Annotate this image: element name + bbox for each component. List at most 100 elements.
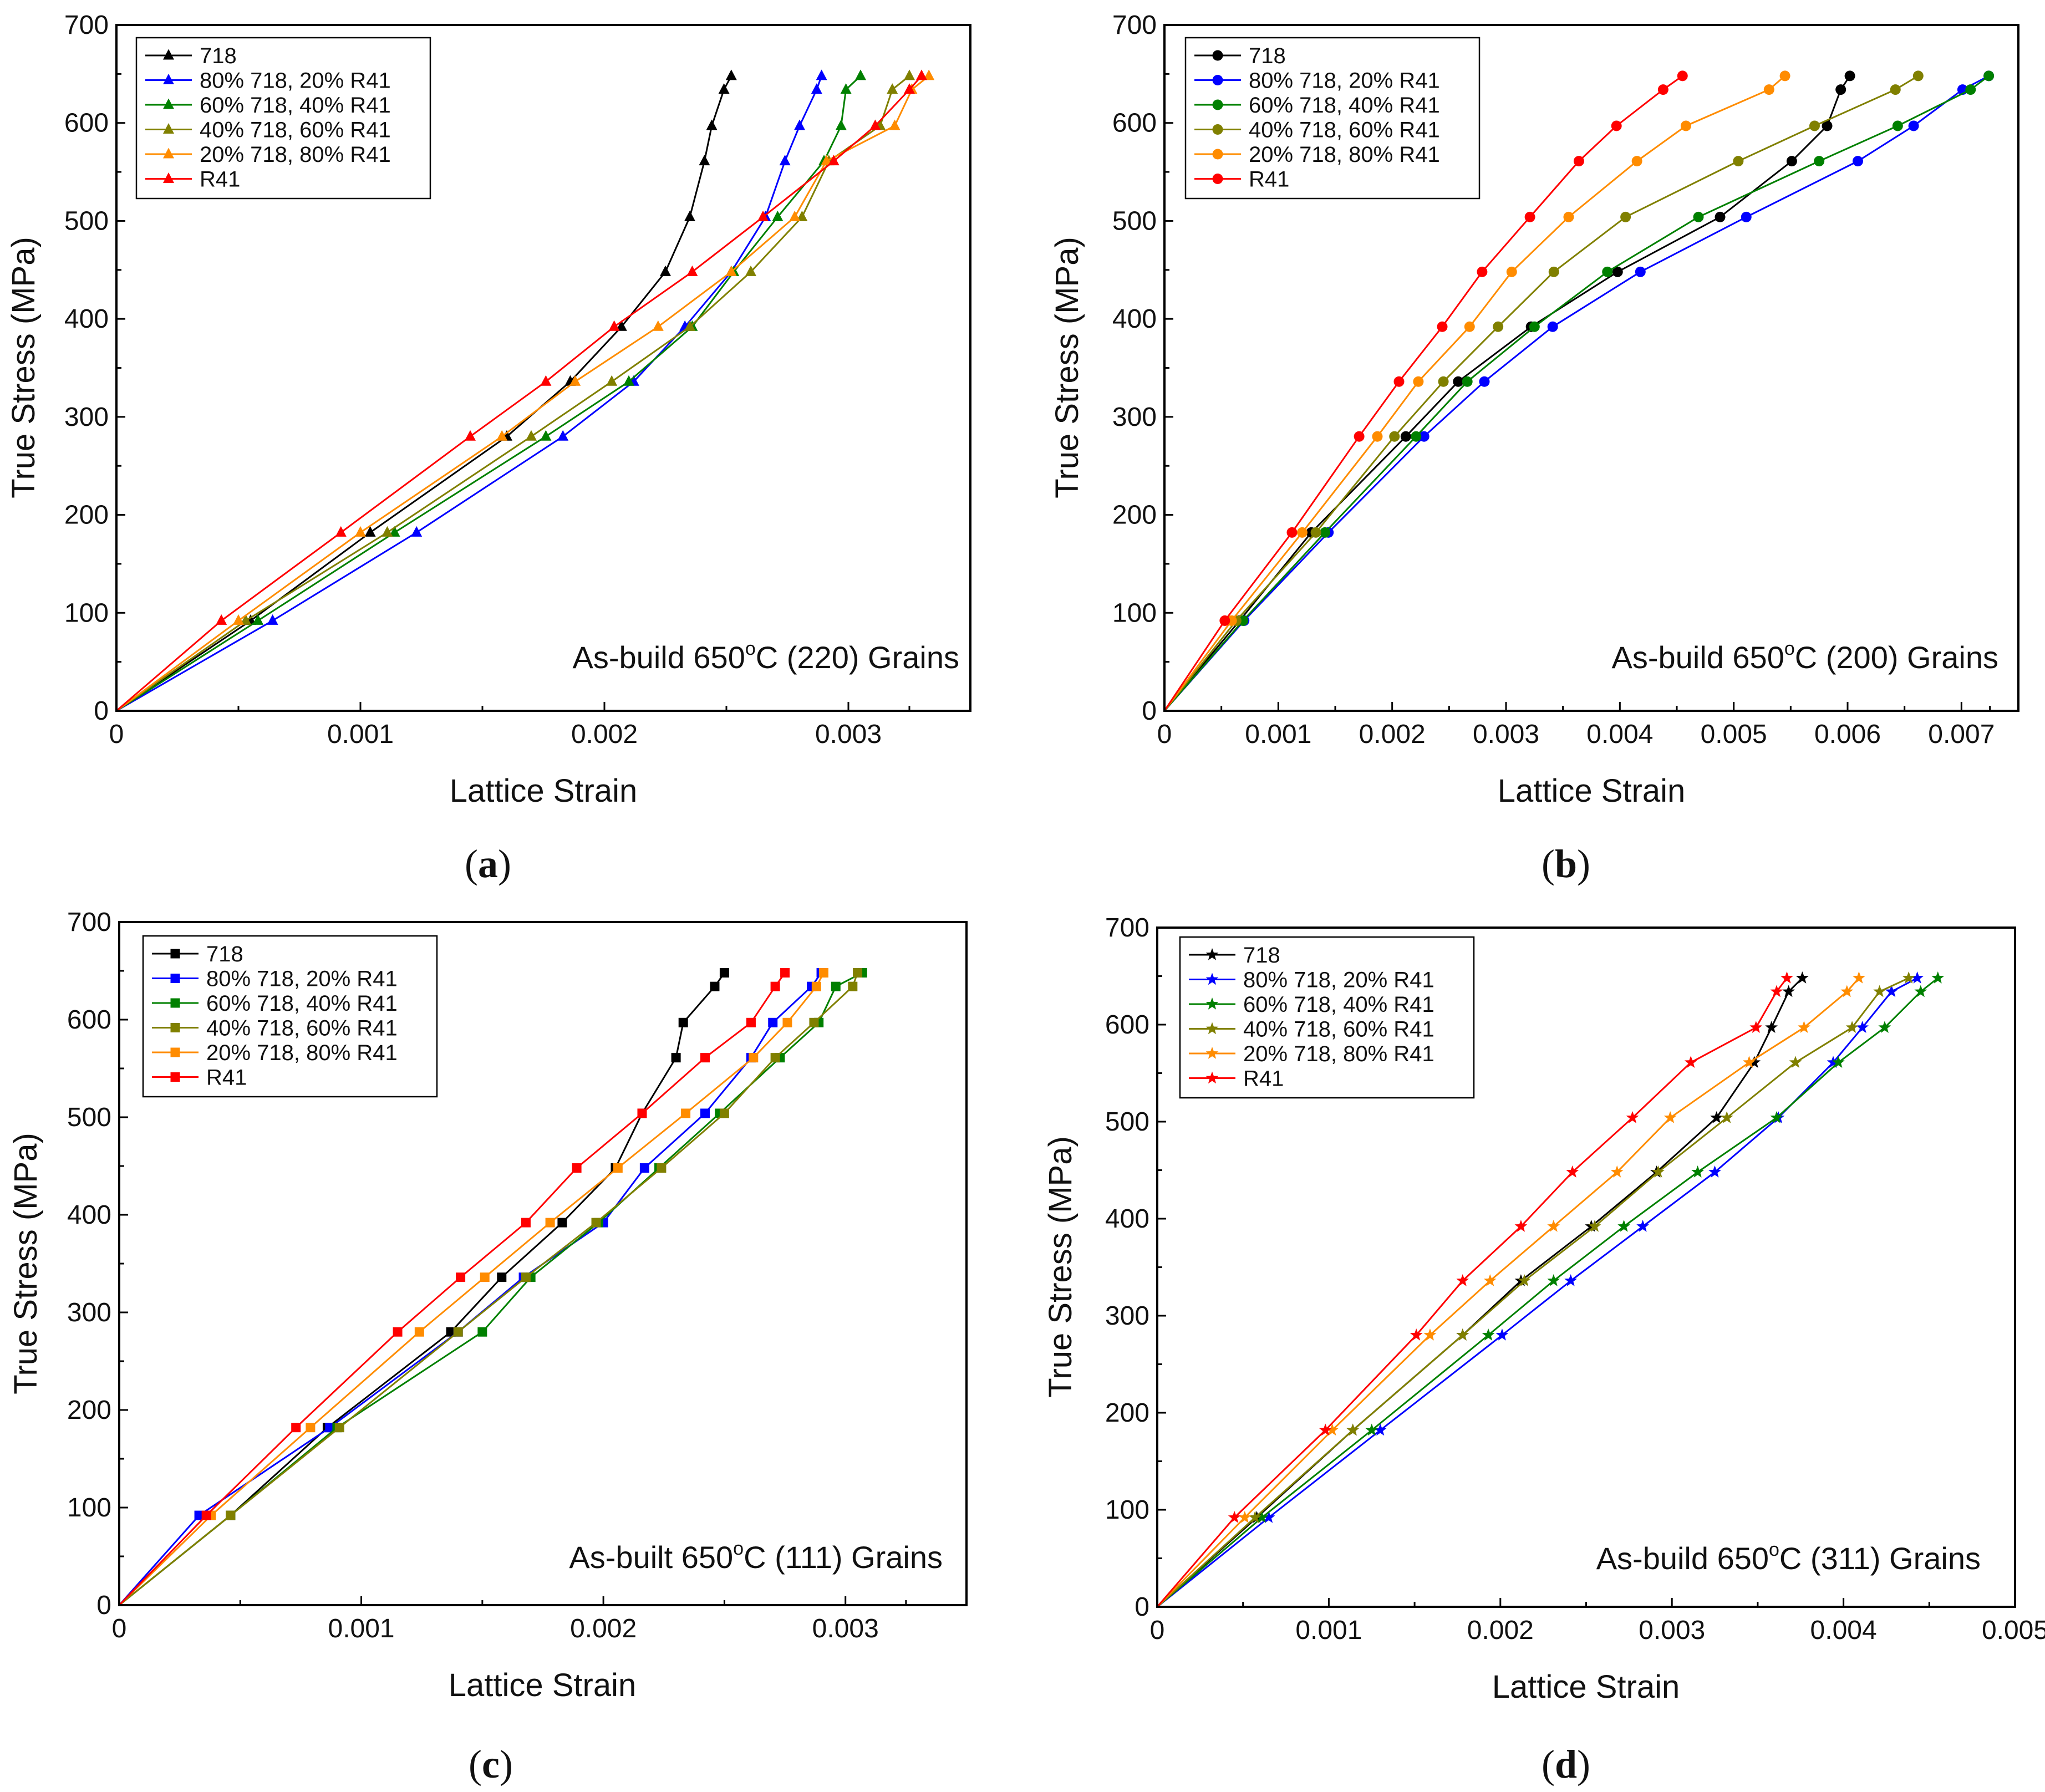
x-tick-label: 0	[112, 1614, 127, 1643]
grain-annotation: As-built 650oC (111) Grains	[569, 1538, 943, 1575]
series-line	[116, 75, 923, 712]
data-point	[1786, 156, 1797, 167]
data-point	[725, 265, 737, 276]
data-point	[1573, 156, 1584, 167]
data-point	[446, 1327, 456, 1337]
data-point	[1789, 1056, 1802, 1068]
data-point	[381, 526, 393, 537]
data-point	[684, 210, 695, 221]
data-point	[334, 1423, 344, 1433]
data-point	[1456, 1328, 1469, 1341]
data-point	[1482, 1328, 1495, 1341]
x-tick-label: 0.002	[570, 1614, 637, 1643]
data-point	[393, 1327, 403, 1337]
data-point	[1418, 431, 1430, 442]
data-point	[1885, 985, 1898, 997]
x-tick-label: 0.004	[1586, 720, 1653, 749]
panel-d: 0 0.001 0.002 0.003 0.004 0.005 0 100 200 300 400 5…	[1023, 893, 2045, 1789]
data-point	[869, 119, 881, 130]
data-point	[1410, 1328, 1423, 1341]
y-tick-label: 0	[94, 696, 109, 726]
data-point	[1636, 1220, 1649, 1232]
caption-letter: b	[1555, 842, 1577, 886]
data-point	[1563, 211, 1574, 222]
legend-swatch-marker	[163, 123, 174, 134]
data-point	[201, 1510, 211, 1520]
x-tick-label: 0.007	[1928, 720, 1995, 749]
data-point	[496, 430, 508, 441]
data-point	[453, 1327, 463, 1337]
data-point	[1611, 120, 1622, 131]
data-point	[768, 1017, 778, 1027]
legend-swatch-marker	[170, 1047, 180, 1057]
data-point	[637, 1108, 647, 1118]
legend-entry-label: 40% 718, 60% R41	[200, 118, 391, 142]
data-point	[1400, 431, 1411, 442]
data-point	[1664, 1111, 1677, 1123]
data-point	[700, 1053, 710, 1063]
data-point	[811, 981, 821, 991]
data-point	[745, 265, 756, 276]
data-point	[770, 981, 780, 991]
data-point	[681, 1108, 691, 1118]
data-point	[1693, 211, 1704, 222]
caption-letter: d	[1555, 1742, 1577, 1786]
y-axis-title: True Stress (MPa)	[1042, 1136, 1079, 1398]
data-point	[710, 981, 720, 991]
y-tick-label: 200	[1105, 1398, 1149, 1428]
data-point	[267, 614, 278, 625]
x-tick-label: 0.005	[1701, 720, 1767, 749]
legend-entry-label: 20% 718, 80% R41	[1249, 142, 1440, 167]
y-tick-label: 100	[64, 598, 109, 628]
data-point	[1902, 971, 1915, 984]
x-tick-label: 0.001	[327, 720, 394, 749]
legend-entry-label: 40% 718, 60% R41	[1249, 118, 1440, 142]
data-point	[809, 1017, 819, 1027]
legend-entry-label: R41	[1243, 1067, 1284, 1091]
data-point	[660, 265, 671, 276]
data-point	[540, 375, 552, 386]
data-point	[233, 614, 244, 625]
data-point	[1715, 211, 1726, 222]
chart-a: 0 0.001 0.002 0.003 0 100 200 300 400 500 600 700 71…	[6, 11, 971, 886]
x-tick-label: 0	[1157, 720, 1172, 749]
data-point	[1765, 1021, 1778, 1033]
data-point	[1219, 615, 1230, 626]
legend-entry-label: 80% 718, 20% R41	[200, 69, 391, 93]
data-point	[1770, 1111, 1783, 1123]
data-point	[1749, 1021, 1763, 1033]
data-point	[1453, 376, 1464, 387]
data-point	[1372, 431, 1383, 442]
data-point	[216, 614, 227, 625]
series-line	[1157, 977, 1918, 1608]
legend-swatch-marker	[1212, 99, 1223, 110]
legend-swatch-marker	[170, 1023, 180, 1032]
y-tick-label: 100	[67, 1493, 111, 1523]
data-point	[816, 69, 827, 80]
data-point	[1286, 527, 1298, 538]
data-point	[1965, 84, 1976, 95]
data-point	[1684, 1056, 1697, 1068]
data-point	[1691, 1165, 1704, 1178]
y-axis-title: True Stress (MPa)	[1049, 237, 1085, 498]
data-point	[840, 83, 852, 94]
caption-letter: a	[478, 842, 498, 886]
caption-close-paren: )	[1577, 1742, 1590, 1786]
series-line	[118, 972, 822, 1606]
data-point	[1437, 321, 1448, 332]
data-point	[1566, 1165, 1579, 1178]
y-tick-label: 300	[1105, 1301, 1149, 1331]
data-point	[1602, 266, 1613, 277]
legend-box	[1179, 936, 1475, 1099]
annotation-degree: o	[1769, 1539, 1779, 1560]
y-tick-label: 0	[1142, 696, 1157, 726]
y-tick-label: 400	[1112, 304, 1157, 334]
data-point	[1326, 1423, 1339, 1436]
x-tick-label: 0.004	[1810, 1616, 1877, 1645]
data-point	[613, 1163, 623, 1173]
data-point	[1514, 1220, 1528, 1232]
data-point	[1845, 1021, 1859, 1033]
data-point	[639, 1163, 649, 1173]
y-tick-label: 400	[1105, 1204, 1149, 1234]
caption-close-paren: )	[498, 842, 511, 886]
